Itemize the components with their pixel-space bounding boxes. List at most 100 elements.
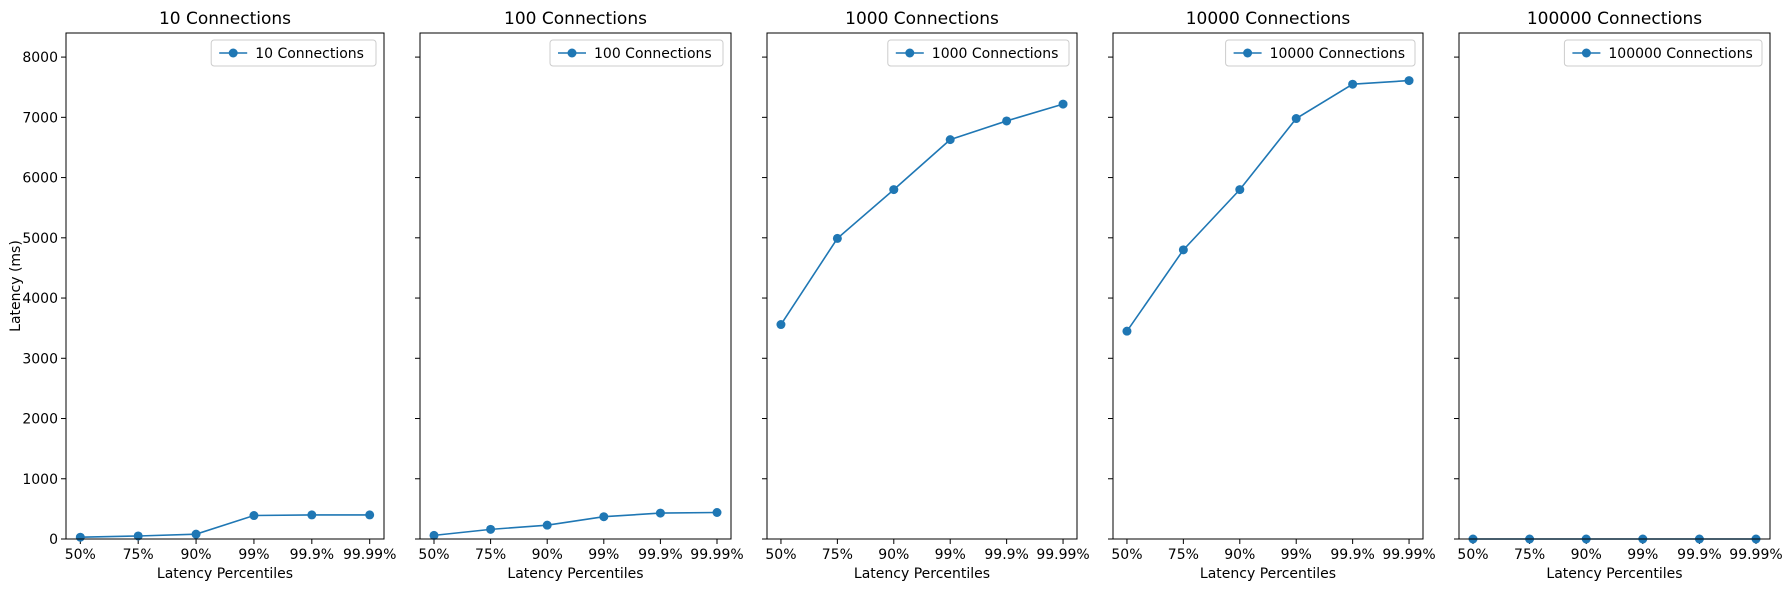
data-point xyxy=(75,532,85,542)
data-point xyxy=(1235,185,1245,195)
data-point xyxy=(365,510,375,520)
legend-box xyxy=(1225,39,1416,67)
x-tick-label: 75% xyxy=(1168,547,1199,563)
legend-box xyxy=(1563,39,1763,67)
panel-5: 100000 Connections 50% 75% 90% 99% 99.9% 99.99… xyxy=(1454,9,1783,582)
y-axis-label: Latency (ms) xyxy=(8,240,24,332)
data-point xyxy=(1002,116,1012,126)
data-point xyxy=(191,529,201,539)
legend-label: 100000 Connections xyxy=(1608,46,1752,62)
x-tick-label: 50% xyxy=(1111,547,1142,563)
x-tick-label: 50% xyxy=(65,547,96,563)
x-tick-label: 99.9% xyxy=(290,547,334,563)
x-axis-label: Latency Percentiles xyxy=(1200,566,1336,582)
x-axis-label: Latency Percentiles xyxy=(1546,566,1682,582)
x-tick-label: 75% xyxy=(822,547,853,563)
x-tick-label: 99% xyxy=(935,547,966,563)
data-point xyxy=(776,320,786,330)
data-point xyxy=(486,524,496,534)
x-tick-label: 90% xyxy=(878,547,909,563)
panel-title: 10 Connections xyxy=(159,9,291,29)
x-tick-label: 75% xyxy=(1514,547,1545,563)
legend-marker xyxy=(1581,48,1591,58)
series-line xyxy=(80,514,370,538)
x-tick-label: 99% xyxy=(238,547,269,563)
x-tick-label: 99.99% xyxy=(690,547,743,563)
y-tick-label: 3000 xyxy=(22,351,58,367)
legend-label: 10000 Connections xyxy=(1270,46,1406,62)
y-tick-label: 8000 xyxy=(22,50,58,66)
panel-title: 100 Connections xyxy=(504,9,647,29)
x-tick-label: 90% xyxy=(1571,547,1602,563)
axes-frame xyxy=(1458,32,1771,540)
x-tick-label: 90% xyxy=(180,547,211,563)
series-line xyxy=(433,511,718,537)
x-axis-label: Latency Percentiles xyxy=(507,566,643,582)
legend-box xyxy=(210,39,377,67)
x-tick-label: 99.99% xyxy=(343,547,396,563)
data-point xyxy=(599,512,609,522)
x-tick-label: 90% xyxy=(1224,547,1255,563)
legend-marker xyxy=(905,48,915,58)
data-point xyxy=(945,135,955,145)
data-point xyxy=(1348,79,1358,89)
data-point xyxy=(1291,114,1301,124)
data-point xyxy=(1058,99,1068,109)
data-point xyxy=(307,510,317,520)
data-point xyxy=(1178,245,1188,255)
panel-title: 1000 Connections xyxy=(845,9,999,29)
y-tick-label: 2000 xyxy=(22,412,58,428)
x-tick-label: 50% xyxy=(765,547,796,563)
panel-3: 1000 Connections 50% 75% 90% 99% 99.9% 99.99% L… xyxy=(762,9,1090,582)
legend-label: 10 Connections xyxy=(255,46,364,62)
x-tick-label: 99.9% xyxy=(1677,547,1721,563)
x-tick-label: 75% xyxy=(475,547,506,563)
panel-1: 10 Connections 0 1000 2000 3000 4000 5000 6000 7… xyxy=(8,9,396,582)
series-line xyxy=(780,103,1064,325)
x-tick-label: 99.9% xyxy=(984,547,1028,563)
legend: 1000 Connections xyxy=(887,39,1070,67)
axes-frame xyxy=(1112,32,1424,540)
legend: 10 Connections xyxy=(210,39,377,67)
y-tick-label: 5000 xyxy=(22,231,58,247)
axes-frame xyxy=(766,32,1078,540)
y-tick-label: 4000 xyxy=(22,291,58,307)
data-point xyxy=(889,185,899,195)
x-tick-label: 99.99% xyxy=(1382,547,1435,563)
x-tick-label: 99% xyxy=(1281,547,1312,563)
panel-4: 10000 Connections 50% 75% 90% 99% 99.9% 99.99%… xyxy=(1108,9,1436,582)
panel-title: 10000 Connections xyxy=(1186,9,1351,29)
x-tick-label: 99.9% xyxy=(638,547,682,563)
x-tick-label: 50% xyxy=(1457,547,1488,563)
legend-marker xyxy=(1243,48,1253,58)
series-line xyxy=(1126,79,1410,332)
data-point xyxy=(249,511,259,521)
axes-frame xyxy=(419,32,732,540)
x-tick-label: 50% xyxy=(418,547,449,563)
data-point xyxy=(429,530,439,540)
x-tick-label: 90% xyxy=(532,547,563,563)
data-point xyxy=(832,233,842,243)
data-point xyxy=(542,520,552,530)
x-tick-label: 99.99% xyxy=(1729,547,1782,563)
legend-box xyxy=(549,39,724,67)
x-tick-label: 99% xyxy=(588,547,619,563)
legend: 100000 Connections xyxy=(1563,39,1763,67)
x-tick-label: 99.99% xyxy=(1036,547,1089,563)
legend-label: 1000 Connections xyxy=(932,46,1059,62)
x-tick-label: 99.9% xyxy=(1330,547,1374,563)
x-tick-label: 99% xyxy=(1627,547,1658,563)
y-tick-label: 0 xyxy=(49,532,58,548)
legend-label: 100 Connections xyxy=(594,46,712,62)
y-tick-label: 1000 xyxy=(22,472,58,488)
data-point xyxy=(133,531,143,541)
legend: 100 Connections xyxy=(549,39,724,67)
x-axis-label: Latency Percentiles xyxy=(157,566,293,582)
data-point xyxy=(1404,76,1414,86)
y-tick-label: 6000 xyxy=(22,171,58,187)
y-tick-label: 7000 xyxy=(22,110,58,126)
x-axis-label: Latency Percentiles xyxy=(854,566,990,582)
legend-marker xyxy=(228,48,238,58)
panel-2: 100 Connections 50% 75% 90% 99% 99.9% 99.99% La… xyxy=(415,9,744,582)
